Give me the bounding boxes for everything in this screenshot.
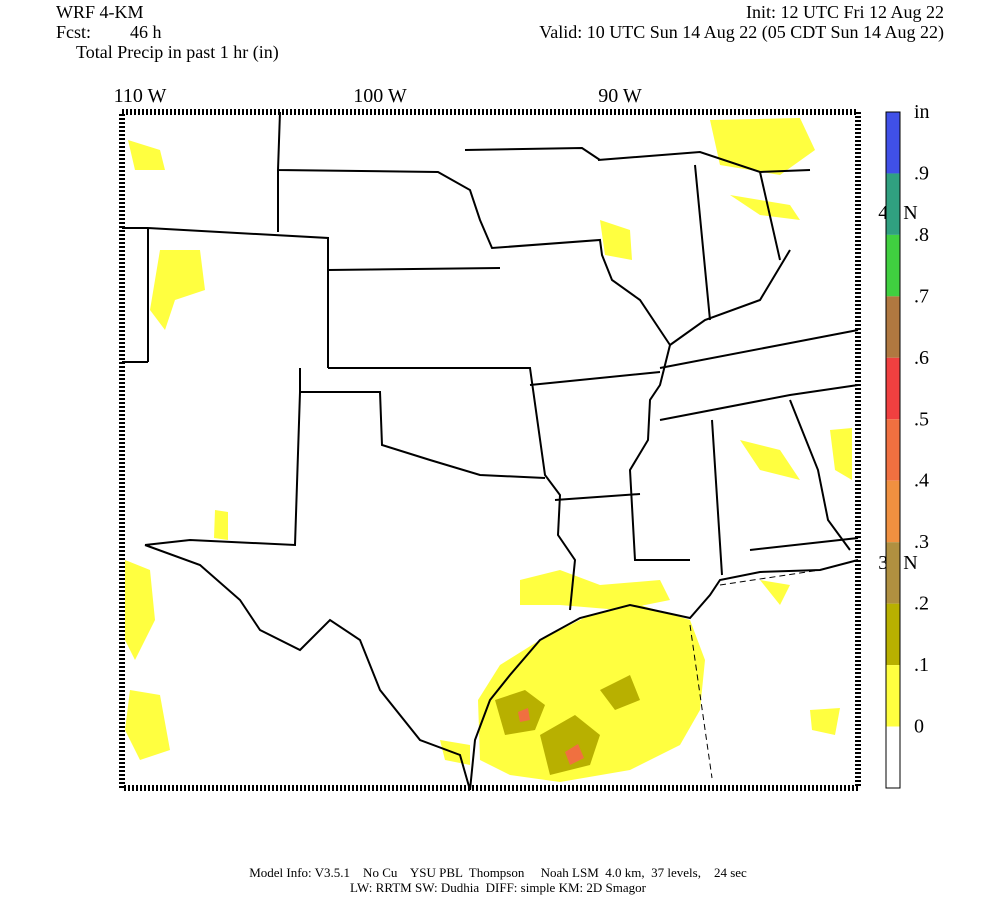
color-bar-label: .1	[914, 654, 929, 676]
color-bar-frame	[885, 111, 901, 789]
longitude-label: 110 W	[114, 85, 167, 107]
color-bar-segment	[886, 665, 900, 727]
color-bar-segment	[886, 480, 900, 543]
model-name: WRF 4-KM	[56, 2, 144, 22]
precip-areas	[125, 118, 852, 782]
state-border	[122, 146, 859, 611]
color-bar-segment	[886, 726, 900, 788]
map-background	[122, 112, 858, 788]
border	[144, 544, 471, 791]
field-name: Total Precip in past 1 hr (in)	[76, 42, 279, 63]
precip-area	[495, 675, 640, 775]
color-bar-segment	[886, 112, 900, 174]
state-borders	[122, 111, 859, 791]
color-bar-label: 0	[914, 716, 924, 738]
valid-time: Valid: 10 UTC Sun 14 Aug 22 (05 CDT Sun …	[539, 22, 944, 43]
color-bar-unit: in	[914, 101, 930, 123]
color-bar-label: .5	[914, 408, 929, 430]
footer-line: LW: RRTM SW: Dudhia DIFF: simple KM: 2D …	[350, 880, 647, 895]
map-frame	[119, 109, 861, 791]
init-time: Init: 12 UTC Fri 12 Aug 22	[746, 2, 944, 22]
forecast-hour: 46 h	[130, 22, 162, 42]
map	[119, 109, 861, 791]
longitude-label: 90 W	[598, 85, 642, 107]
color-bar: in .9 .8 .7 .6 .5 .4 .3 .2 .1 0	[885, 101, 930, 789]
color-bar-label: .8	[914, 224, 929, 246]
color-bar-segment	[886, 173, 900, 235]
longitude-label: 100 W	[353, 85, 407, 107]
color-bar-label: .3	[914, 531, 929, 553]
offshore-boundary	[689, 569, 821, 779]
color-bar-label: .7	[914, 285, 929, 307]
precip-area	[478, 605, 705, 782]
color-bar-label: .2	[914, 593, 929, 615]
coastline	[469, 559, 859, 791]
color-bar-segment	[886, 603, 900, 666]
color-bar-label: .9	[914, 162, 929, 184]
color-bar-label: .4	[914, 470, 929, 492]
footer-line: Model Info: V3.5.1 No Cu YSU PBL Thompso…	[249, 865, 747, 880]
state-border	[276, 111, 690, 561]
color-bar-segment	[886, 234, 900, 297]
color-bar-segment	[886, 542, 900, 604]
color-bar-label: .6	[914, 347, 929, 369]
precip-area	[518, 708, 584, 765]
forecast-label: Fcst:	[56, 22, 91, 42]
color-bar-segment	[886, 419, 900, 481]
color-bar-segment	[886, 296, 900, 358]
color-bar-segment	[886, 357, 900, 420]
